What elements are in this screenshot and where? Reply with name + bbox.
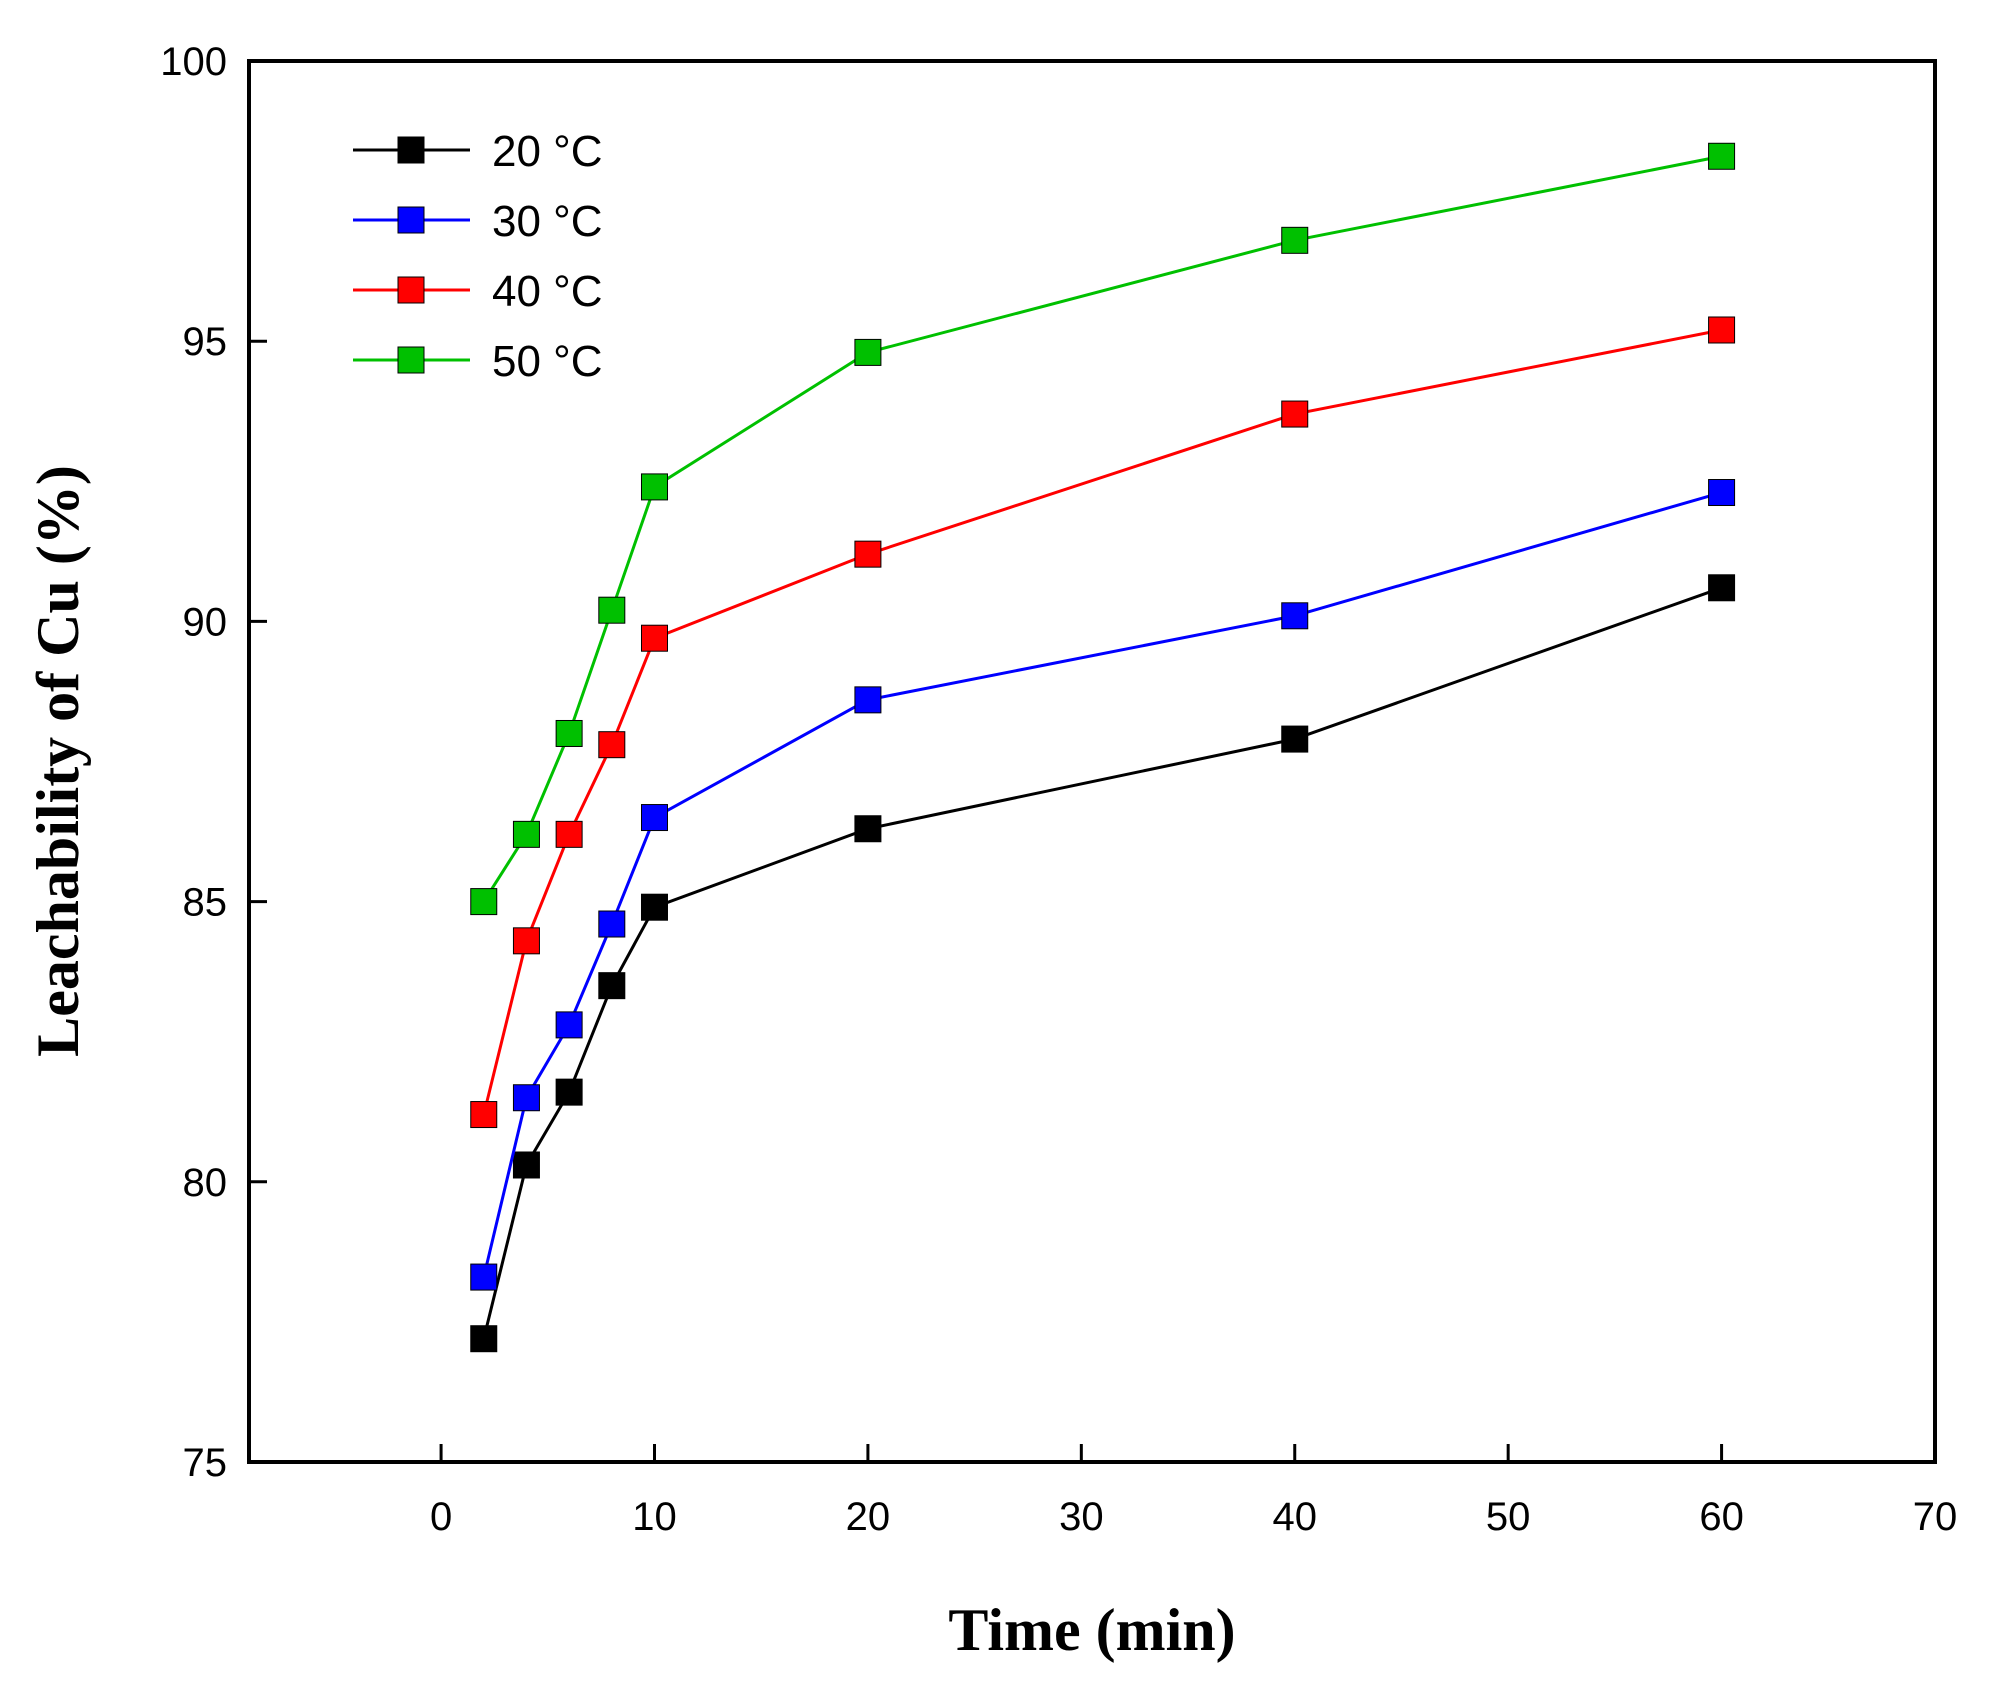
data-point bbox=[512, 927, 540, 955]
data-point bbox=[598, 731, 626, 759]
data-point bbox=[555, 1078, 583, 1106]
data-point bbox=[854, 815, 882, 843]
y-tick-label: 100 bbox=[160, 40, 227, 84]
legend-value: 20 bbox=[492, 127, 553, 176]
data-point bbox=[512, 820, 540, 848]
series-line bbox=[482, 491, 1722, 1278]
data-point bbox=[854, 540, 882, 568]
series-40C bbox=[470, 316, 1736, 1129]
data-point bbox=[854, 686, 882, 714]
data-point bbox=[1708, 479, 1736, 507]
series-line bbox=[482, 328, 1722, 1115]
data-point bbox=[470, 888, 498, 916]
legend-label: 30 °C bbox=[492, 197, 603, 246]
legend-unit: °C bbox=[553, 337, 602, 386]
data-point bbox=[470, 1101, 498, 1129]
y-axis-ticks: 75 80 85 90 95 100 bbox=[160, 40, 267, 1485]
legend-marker bbox=[397, 276, 425, 304]
data-point bbox=[1281, 226, 1309, 254]
y-tick-label: 95 bbox=[183, 320, 228, 364]
legend-label: 20 °C bbox=[492, 127, 603, 176]
plot-area-frame bbox=[247, 59, 1937, 1464]
data-point bbox=[598, 596, 626, 624]
legend-value: 40 bbox=[492, 267, 553, 316]
legend-marker bbox=[397, 136, 425, 164]
x-axis-ticks: 0 10 20 30 40 50 60 70 bbox=[430, 1444, 1957, 1539]
x-tick-label: 0 bbox=[430, 1495, 452, 1539]
legend-unit: °C bbox=[553, 197, 602, 246]
y-tick-label: 85 bbox=[183, 881, 228, 925]
legend-label: 40 °C bbox=[492, 267, 603, 316]
data-point bbox=[1281, 725, 1309, 753]
x-tick-label: 50 bbox=[1486, 1495, 1531, 1539]
legend-marker bbox=[397, 206, 425, 234]
data-point bbox=[512, 1084, 540, 1112]
legend-marker bbox=[397, 346, 425, 374]
series-30C bbox=[470, 479, 1736, 1291]
x-tick-label: 20 bbox=[846, 1495, 891, 1539]
series-20C bbox=[470, 574, 1736, 1353]
x-tick-label: 70 bbox=[1913, 1495, 1958, 1539]
data-point bbox=[470, 1263, 498, 1291]
legend: 20 °C30 °C40 °C50 °C bbox=[353, 127, 603, 386]
legend-item: 50 °C bbox=[353, 337, 603, 386]
data-point bbox=[640, 624, 668, 652]
x-tick-label: 40 bbox=[1272, 1495, 1317, 1539]
data-point bbox=[854, 338, 882, 366]
data-point bbox=[1281, 400, 1309, 428]
y-tick-label: 80 bbox=[183, 1161, 228, 1205]
series-line bbox=[482, 154, 1722, 903]
series-line bbox=[482, 586, 1723, 1340]
data-point bbox=[555, 1011, 583, 1039]
y-tick-label: 90 bbox=[183, 600, 228, 644]
legend-value: 50 bbox=[492, 337, 553, 386]
y-tick-label: 75 bbox=[183, 1441, 228, 1485]
data-point bbox=[1281, 602, 1309, 630]
series-layer bbox=[470, 142, 1736, 1353]
legend-item: 30 °C bbox=[353, 197, 603, 246]
legend-label: 50 °C bbox=[492, 337, 603, 386]
data-point bbox=[470, 1325, 498, 1353]
x-tick-label: 30 bbox=[1059, 1495, 1104, 1539]
data-point bbox=[1708, 142, 1736, 170]
data-point bbox=[640, 893, 668, 921]
x-axis-title: Time (min) bbox=[948, 1597, 1235, 1663]
x-tick-label: 10 bbox=[632, 1495, 677, 1539]
data-point bbox=[1708, 316, 1736, 344]
legend-unit: °C bbox=[553, 127, 602, 176]
x-tick-label: 60 bbox=[1699, 1495, 1744, 1539]
legend-item: 40 °C bbox=[353, 267, 603, 316]
y-axis-title: Leachability of Cu (%) bbox=[25, 465, 91, 1057]
data-point bbox=[555, 820, 583, 848]
data-point bbox=[640, 804, 668, 832]
data-point bbox=[1708, 574, 1736, 602]
data-point bbox=[598, 972, 626, 1000]
legend-unit: °C bbox=[553, 267, 602, 316]
legend-value: 30 bbox=[492, 197, 553, 246]
data-point bbox=[598, 910, 626, 938]
series-50C bbox=[470, 142, 1736, 916]
data-point bbox=[555, 719, 583, 747]
data-point bbox=[512, 1151, 540, 1179]
data-point bbox=[640, 473, 668, 501]
legend-item: 20 °C bbox=[353, 127, 603, 176]
